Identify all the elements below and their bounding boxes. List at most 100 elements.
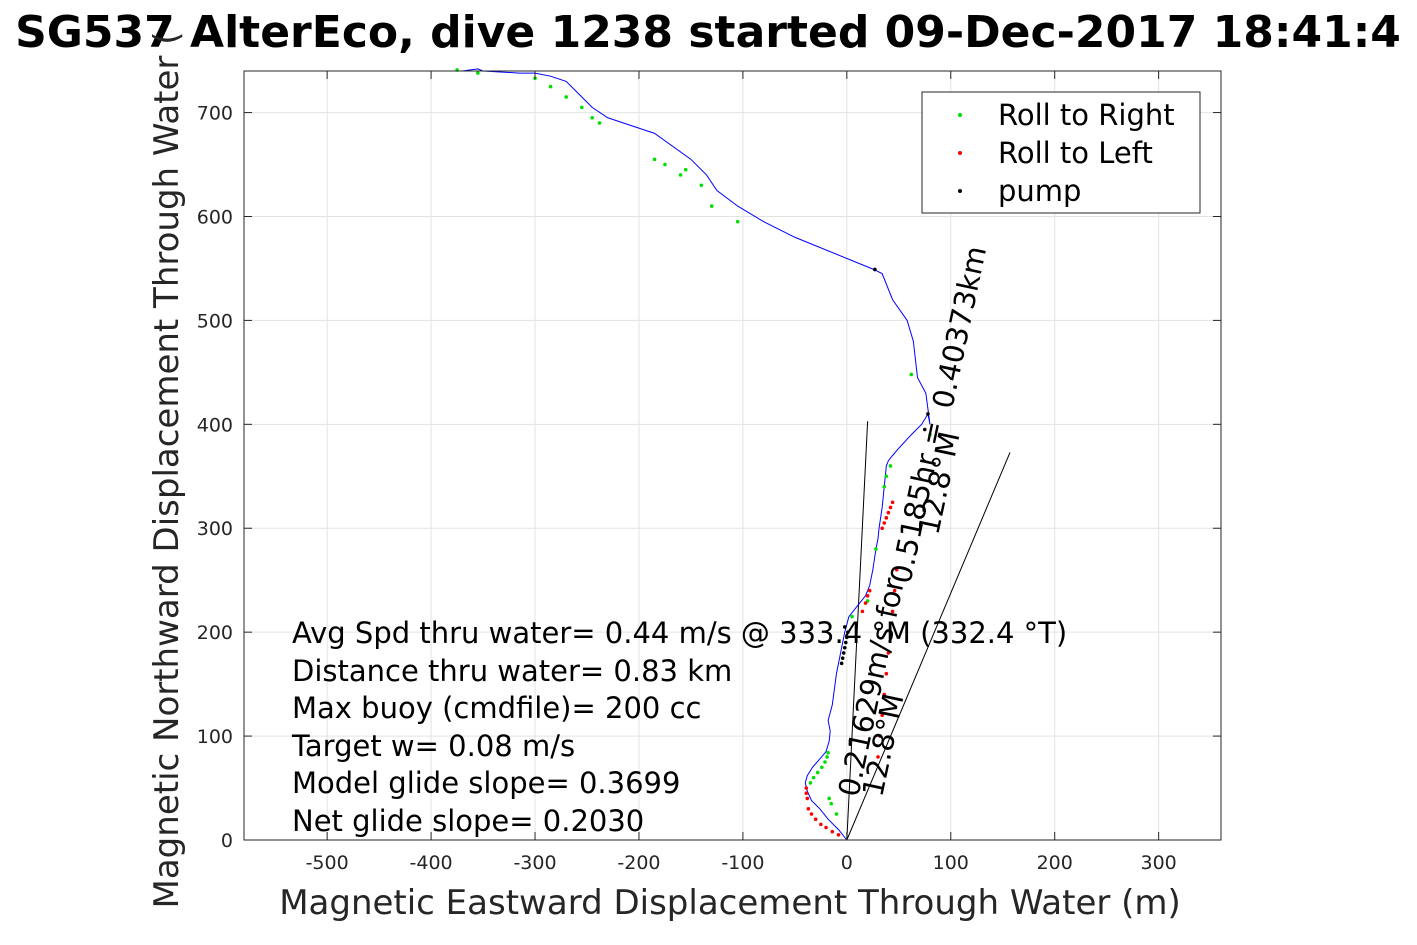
roll-right-point <box>884 474 889 479</box>
roll-right-point <box>823 760 827 764</box>
roll-left-point <box>884 671 889 676</box>
pump-point <box>873 267 877 272</box>
roll-right-point <box>590 115 594 120</box>
annotation-model-glide: Model glide slope= 0.3699 <box>292 766 680 800</box>
pump-point <box>841 651 846 655</box>
track-line <box>462 68 931 841</box>
roll-right-point <box>735 219 740 224</box>
y-tick-label: 0 <box>221 830 233 852</box>
x-tick-label: -200 <box>617 852 660 874</box>
annotation-distance: Distance thru water= 0.83 km <box>292 654 732 688</box>
roll-right-point <box>850 614 854 619</box>
y-tick-label: 400 <box>197 414 233 436</box>
pump-point <box>842 645 847 650</box>
roll-right-point <box>909 372 914 377</box>
roll-right-point <box>815 770 820 775</box>
roll-left-point <box>888 505 893 510</box>
x-tick-label: 0 <box>841 852 853 874</box>
roll-right-point <box>820 765 824 770</box>
x-tick-label: 300 <box>1141 852 1177 874</box>
roll-right-point <box>811 775 816 780</box>
roll-left-point <box>892 588 897 593</box>
legend-marker-pump <box>958 189 962 193</box>
y-tick-label: 600 <box>197 206 233 228</box>
legend-label-roll-left: Roll to Left <box>998 136 1153 170</box>
roll-left-point <box>867 588 872 593</box>
roll-left-point <box>886 510 891 515</box>
legend: Roll to Right Roll to Left pump <box>921 91 1201 214</box>
data-points <box>455 68 932 837</box>
x-axis-label: Magnetic Eastward Displacement Through W… <box>279 883 1181 923</box>
roll-right-point <box>928 432 932 437</box>
heading-line <box>846 421 869 841</box>
roll-right-point <box>683 167 688 172</box>
legend-marker-roll-left <box>958 151 962 155</box>
roll-right-point <box>825 755 829 759</box>
roll-right-point <box>827 796 831 801</box>
roll-right-point <box>808 781 813 785</box>
roll-right-point <box>699 183 704 188</box>
x-tick-label: 100 <box>933 852 969 874</box>
roll-left-point <box>804 786 809 790</box>
stats-annotations: Avg Spd thru water= 0.44 m/s @ 333.4 °M … <box>291 616 1067 838</box>
annotation-avg-speed: Avg Spd thru water= 0.44 m/s @ 333.4 °M … <box>292 616 1067 650</box>
roll-left-point <box>880 526 884 531</box>
y-tick-label: 200 <box>197 622 233 644</box>
roll-right-point <box>579 105 584 110</box>
annotation-max-buoy: Max buoy (cmdfile)= 200 cc <box>292 691 701 725</box>
roll-right-point <box>663 162 667 167</box>
roll-left-point <box>813 817 818 822</box>
y-axis-label: Magnetic Northward Displacement Through … <box>147 32 187 909</box>
roll-right-point <box>882 484 887 489</box>
roll-left-point <box>882 521 887 525</box>
roll-left-point <box>886 651 891 655</box>
roll-right-point <box>709 204 714 208</box>
track-polyline <box>462 68 931 841</box>
roll-left-point <box>878 734 882 738</box>
roll-left-point <box>805 796 810 801</box>
roll-left-point <box>876 755 880 759</box>
roll-right-point <box>829 801 834 806</box>
pump-point <box>846 630 850 634</box>
roll-left-point <box>890 609 895 614</box>
roll-left-point <box>894 568 899 572</box>
roll-left-point <box>890 500 895 505</box>
roll-right-point <box>678 173 683 177</box>
pump-point <box>926 412 930 416</box>
legend-label-roll-right: Roll to Right <box>998 98 1175 132</box>
roll-right-point <box>476 71 480 75</box>
axis-ticks: -500 -400 -300 -200 -100 0 100 200 300 0 100 200 300… <box>197 71 1221 874</box>
roll-left-point <box>865 593 870 598</box>
roll-right-point <box>826 750 830 755</box>
plot-frame <box>243 70 1222 841</box>
pump-point <box>840 656 845 660</box>
roll-left-point <box>824 825 828 830</box>
heading-line <box>846 452 1011 841</box>
roll-left-point <box>863 601 868 605</box>
legend-label-pump: pump <box>998 174 1081 208</box>
roll-right-point <box>652 157 657 162</box>
roll-right-point <box>597 121 602 125</box>
roll-left-point <box>882 692 887 697</box>
y-tick-label: 500 <box>197 310 233 332</box>
roll-left-point <box>819 822 823 827</box>
pump-point <box>839 661 844 666</box>
roll-left-point <box>880 713 884 718</box>
roll-right-point <box>548 84 553 89</box>
x-tick-label: -500 <box>306 852 349 874</box>
x-tick-label: -100 <box>721 852 764 874</box>
annotation-net-glide: Net glide slope= 0.2030 <box>292 804 644 838</box>
y-tick-label: 300 <box>197 518 233 540</box>
roll-right-point <box>888 464 893 468</box>
pump-point <box>845 635 849 640</box>
roll-left-point <box>888 630 893 634</box>
chart-title: SG537 AlterEco, dive 1238 started 09-Dec… <box>15 7 1401 58</box>
legend-marker-roll-right <box>958 113 962 117</box>
roll-left-point <box>884 516 889 520</box>
y-tick-label: 700 <box>197 103 233 125</box>
pump-point <box>843 640 848 645</box>
pump-point <box>922 427 927 432</box>
roll-left-point <box>806 807 811 811</box>
pump-point <box>842 625 847 629</box>
